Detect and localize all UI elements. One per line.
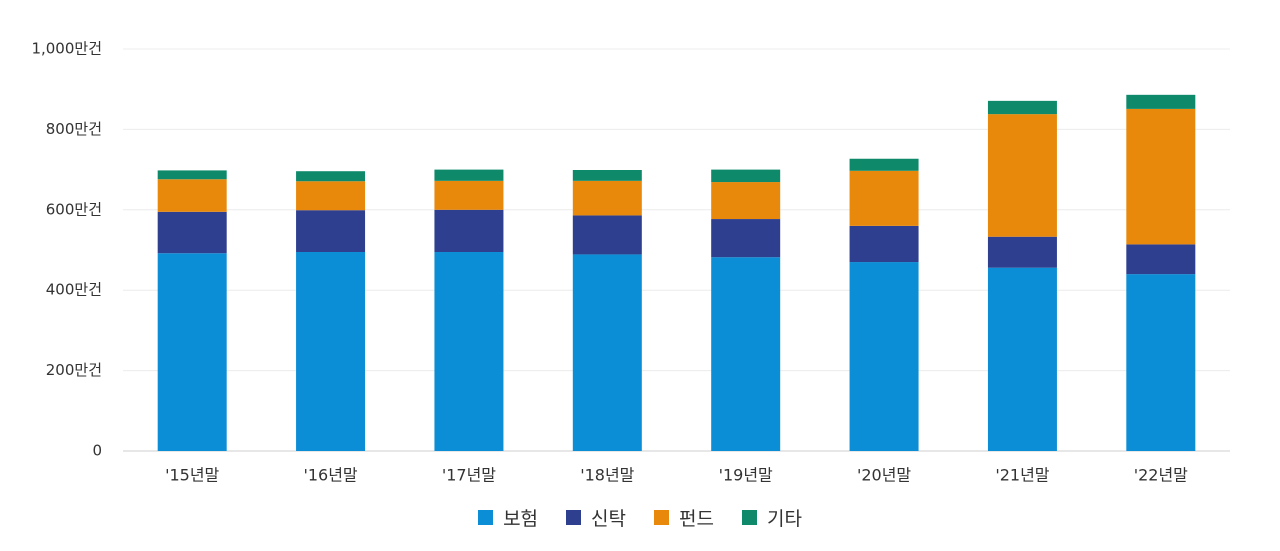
y-tick-label: 800만건 bbox=[46, 120, 102, 138]
bar-segment bbox=[572, 215, 642, 255]
bar-segment bbox=[849, 158, 919, 171]
y-tick-label: 200만건 bbox=[46, 361, 102, 379]
legend-swatch bbox=[741, 509, 757, 525]
x-tick-label: '21년말 bbox=[995, 466, 1049, 485]
bar-segment bbox=[434, 209, 504, 253]
bar-segment bbox=[572, 254, 642, 451]
x-tick-label: '18년말 bbox=[580, 466, 634, 485]
bar-segment bbox=[1126, 274, 1196, 451]
bar-segment bbox=[987, 236, 1057, 268]
bar-segment bbox=[296, 252, 366, 451]
bar-segment bbox=[1126, 244, 1196, 275]
bar-segment bbox=[157, 211, 227, 254]
bar-segment bbox=[711, 182, 781, 220]
bar-segment bbox=[711, 169, 781, 183]
bar-segment bbox=[849, 225, 919, 263]
bar-segment bbox=[572, 170, 642, 181]
bar-segment bbox=[296, 210, 366, 253]
bar-segment bbox=[849, 170, 919, 226]
bar-segment bbox=[1126, 108, 1196, 245]
x-tick-label: '17년말 bbox=[442, 466, 496, 485]
y-tick-label: 0 bbox=[92, 442, 102, 460]
x-tick-label: '16년말 bbox=[303, 466, 357, 485]
bar-segment bbox=[711, 257, 781, 451]
bar-segment bbox=[157, 170, 227, 180]
legend-item: 펀드 bbox=[654, 504, 714, 531]
x-tick-label: '19년말 bbox=[719, 466, 773, 485]
y-tick-label: 1,000만건 bbox=[31, 40, 102, 58]
legend-item: 기타 bbox=[741, 504, 802, 531]
x-tick-label: '20년말 bbox=[857, 466, 911, 485]
legend-item: 보험 bbox=[478, 504, 538, 531]
x-tick-label: '22년말 bbox=[1134, 466, 1188, 485]
bar-segment bbox=[434, 252, 504, 451]
legend-label: 펀드 bbox=[679, 507, 714, 530]
bar-segment bbox=[1126, 94, 1196, 109]
bar-segment bbox=[434, 169, 504, 181]
legend-label: 신탁 bbox=[591, 507, 626, 530]
legend-swatch bbox=[654, 509, 669, 525]
legend-label: 기타 bbox=[766, 507, 802, 530]
bar-segment bbox=[572, 180, 642, 216]
y-tick-label: 400만건 bbox=[46, 281, 102, 299]
legend-swatch bbox=[566, 509, 582, 525]
legend-swatch bbox=[478, 509, 494, 525]
bar-segment bbox=[157, 179, 227, 212]
y-tick-label: 600만건 bbox=[46, 200, 102, 218]
x-tick-label: '15년말 bbox=[165, 466, 219, 485]
legend-label: 보험 bbox=[503, 507, 539, 530]
stacked-bar-chart: 0 200만건 400만건 600만건 800만건 1,000만건 '15년말 '16년말 '1… bbox=[31, 40, 1230, 485]
bar-segment bbox=[849, 262, 919, 451]
legend-item: 신탁 bbox=[566, 504, 626, 531]
bar-segment bbox=[296, 181, 366, 211]
bar-segment bbox=[987, 114, 1057, 237]
bar-segment bbox=[434, 180, 504, 210]
bar-segment bbox=[987, 100, 1057, 115]
bar-segment bbox=[711, 219, 781, 258]
bar-segment bbox=[157, 253, 227, 451]
bar-segment bbox=[296, 171, 366, 182]
bar-segment bbox=[987, 267, 1057, 451]
chart-legend: 보험 신탁 펀드 기타 bbox=[0, 503, 1280, 531]
